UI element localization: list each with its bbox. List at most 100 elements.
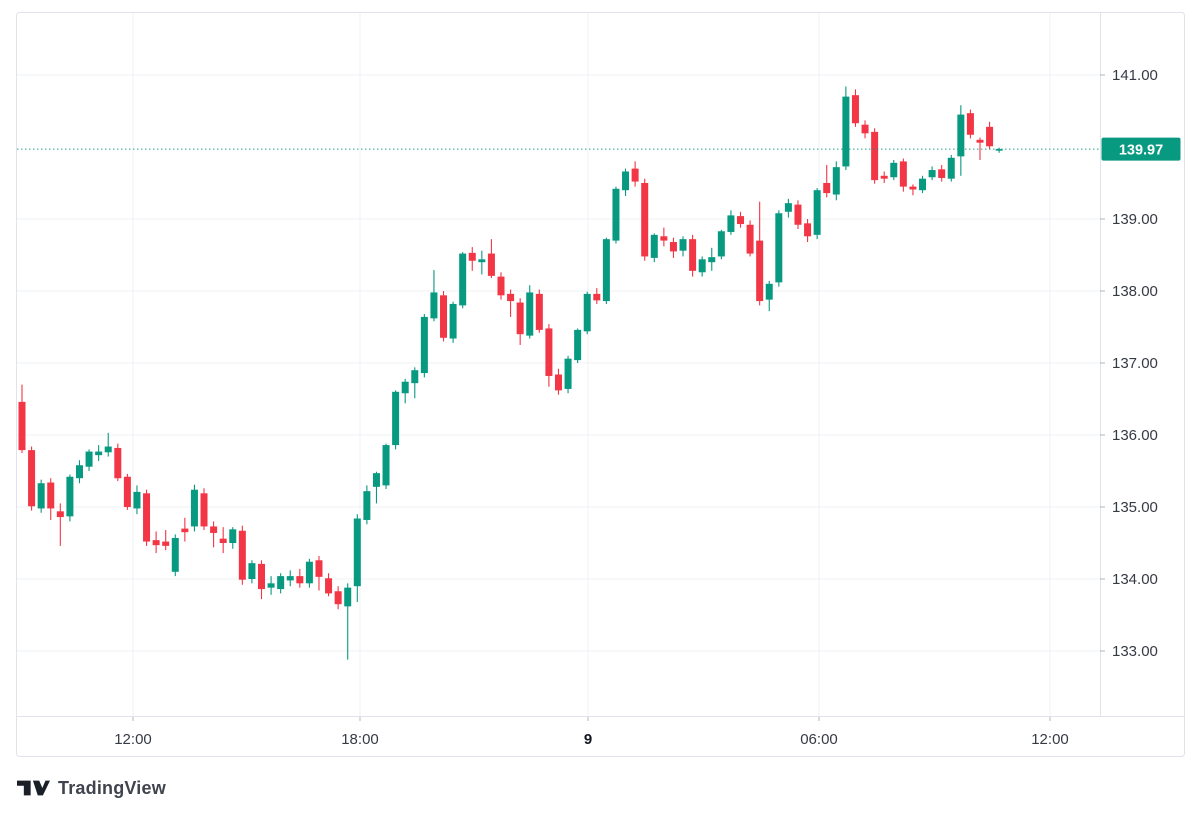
- candle-body: [669, 242, 677, 252]
- candle-body: [947, 157, 955, 179]
- candle-body: [871, 131, 879, 181]
- candle-body: [56, 511, 64, 518]
- chart-pane[interactable]: [17, 13, 1100, 716]
- candle-body: [85, 451, 93, 467]
- candle-body: [545, 328, 553, 376]
- candle-body: [794, 204, 802, 225]
- candle-body: [449, 303, 457, 339]
- candle-body: [804, 223, 812, 237]
- candle-body: [334, 591, 342, 605]
- candle-body: [554, 374, 562, 391]
- candle-body: [133, 491, 141, 509]
- time-axis-label: 12:00: [1031, 731, 1069, 748]
- candle-body: [114, 447, 122, 479]
- candle-body: [296, 576, 304, 584]
- time-axis-label: 12:00: [114, 731, 152, 748]
- candle-body: [181, 528, 189, 533]
- candle-body: [516, 302, 524, 335]
- price-axis-label: 141.00: [1112, 67, 1158, 84]
- candle-body: [986, 126, 994, 147]
- candle-body: [995, 149, 1003, 151]
- tradingview-attribution[interactable]: TradingView: [17, 776, 166, 800]
- price-axis-label: 133.00: [1112, 643, 1158, 660]
- candle-body: [238, 530, 246, 580]
- candle-body: [95, 451, 103, 456]
- candle-body: [219, 538, 227, 543]
- candle-body: [37, 483, 45, 509]
- candle-body: [392, 391, 400, 446]
- candle-body: [535, 293, 543, 330]
- candle-body: [305, 561, 313, 584]
- price-axis-label: 134.00: [1112, 571, 1158, 588]
- price-axis-label: 135.00: [1112, 499, 1158, 516]
- candle-body: [909, 186, 917, 190]
- candle-body: [47, 482, 55, 509]
- candle-body: [430, 292, 438, 319]
- candle-body: [957, 114, 965, 157]
- candle-body: [919, 178, 927, 191]
- candle-body: [325, 578, 333, 594]
- candle-body: [353, 518, 361, 587]
- candle-body: [372, 473, 380, 487]
- price-axis-label: 137.00: [1112, 355, 1158, 372]
- candle-body: [315, 560, 323, 577]
- candle-body: [152, 540, 160, 546]
- candle-body: [698, 259, 706, 273]
- tradingview-logo-text: TradingView: [58, 778, 166, 798]
- candle-body: [641, 183, 649, 257]
- candle-body: [487, 253, 495, 276]
- candle-body: [602, 239, 610, 302]
- time-axis-label: 9: [584, 731, 592, 748]
- current-price-badge-text: 139.97: [1119, 143, 1163, 159]
- candle-body: [775, 213, 783, 283]
- candle-body: [650, 234, 658, 258]
- candle-body: [363, 491, 371, 520]
- tradingview-logo-icon: [17, 780, 50, 796]
- candle-body: [104, 446, 112, 453]
- price-axis[interactable]: 141.00 139.00 138.00 137.00 136.00 135.00 134.…: [1100, 67, 1181, 660]
- candle-body: [851, 95, 859, 124]
- price-axis-label: 139.00: [1112, 211, 1158, 228]
- candle-body: [784, 203, 792, 212]
- candle-body: [813, 190, 821, 235]
- time-axis[interactable]: 12:00 18:00 9 06:00 12:00: [114, 717, 1069, 748]
- candle-body: [593, 293, 601, 301]
- candle-body: [899, 161, 907, 187]
- candle-body: [468, 252, 476, 261]
- candle-body: [842, 96, 850, 167]
- candle-body: [938, 169, 946, 178]
- candle-body: [66, 476, 74, 517]
- candle-body: [162, 541, 170, 546]
- candle-body: [507, 293, 515, 302]
- candle-body: [861, 124, 869, 134]
- candle-body: [401, 381, 409, 394]
- candle-body: [890, 162, 898, 178]
- candle-body: [344, 587, 352, 607]
- candle-body: [440, 295, 448, 338]
- price-axis-label: 136.00: [1112, 427, 1158, 444]
- candle-body: [564, 358, 572, 389]
- candle-body: [756, 240, 764, 302]
- candle-body: [75, 465, 83, 479]
- candle-body: [143, 493, 151, 542]
- candle-body: [880, 175, 888, 179]
- candle-body: [286, 576, 294, 581]
- candle-body: [660, 236, 668, 241]
- candle-body: [689, 239, 697, 271]
- candle-body: [210, 526, 218, 533]
- candle-body: [976, 139, 984, 143]
- candle-body: [679, 239, 687, 251]
- candle-body: [832, 167, 840, 195]
- candle-body: [574, 329, 582, 361]
- candle-body: [478, 259, 486, 263]
- candle-body: [928, 170, 936, 178]
- candle-body: [267, 583, 275, 588]
- candle-body: [229, 529, 237, 543]
- candle-body: [497, 276, 505, 296]
- time-axis-label: 18:00: [341, 731, 379, 748]
- candle-body: [411, 370, 419, 384]
- candle-body: [631, 168, 639, 182]
- candle-body: [248, 563, 256, 579]
- candle-body: [459, 253, 467, 306]
